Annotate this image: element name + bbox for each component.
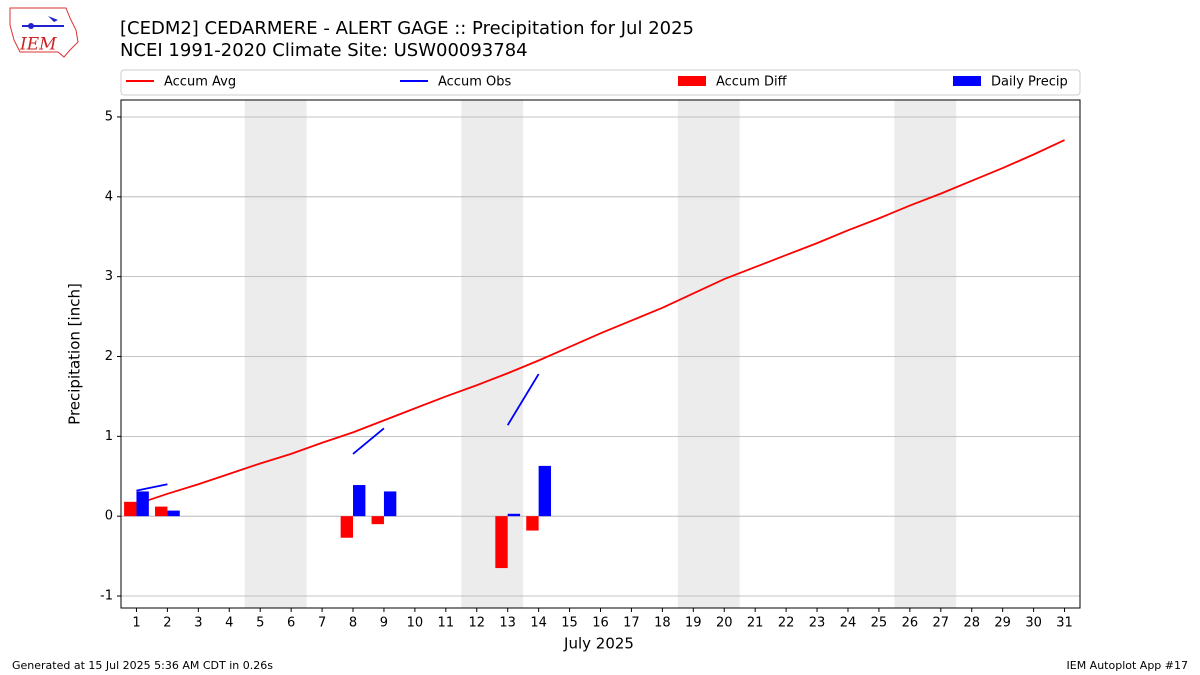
weekend-shade (244, 100, 307, 608)
legend-label: Accum Diff (716, 75, 788, 90)
x-tick-label: 4 (225, 616, 233, 631)
x-tick-label: 23 (809, 616, 826, 631)
x-tick-label: 20 (716, 616, 733, 631)
bar (383, 491, 397, 517)
x-tick-label: 24 (840, 616, 857, 631)
legend (120, 69, 1081, 96)
legend-label: Accum Obs (438, 75, 511, 90)
line (136, 139, 1065, 506)
bar (353, 485, 366, 517)
legend-label: Accum Avg (164, 75, 236, 90)
x-tick-label: 26 (902, 616, 919, 631)
x-tick-label: 9 (380, 616, 388, 631)
x-tick-label: 19 (685, 616, 702, 631)
logo-icon (28, 23, 34, 29)
weekend-shade (677, 100, 740, 608)
bar (340, 516, 354, 538)
x-tick-label: 16 (592, 616, 609, 631)
footer-left: Generated at 15 Jul 2025 5:36 AM CDT in … (12, 659, 273, 672)
y-tick-label: -1 (100, 589, 113, 604)
chart-subtitle: NCEI 1991-2020 Climate Site: USW00093784 (120, 40, 528, 61)
x-tick-label: 2 (163, 616, 171, 631)
x-tick-label: 25 (871, 616, 888, 631)
weekend-shade (461, 100, 524, 608)
line (136, 373, 540, 492)
x-tick-label: 27 (933, 616, 950, 631)
bar (136, 491, 149, 517)
bar (538, 465, 552, 517)
y-tick-label: 5 (105, 109, 113, 124)
bar (507, 513, 521, 517)
x-tick-label: 13 (499, 616, 516, 631)
bar (167, 510, 180, 517)
x-tick-label: 18 (654, 616, 671, 631)
x-tick-label: 15 (561, 616, 578, 631)
chart-title: [CEDM2] CEDARMERE - ALERT GAGE :: Precip… (120, 18, 694, 39)
x-tick-label: 21 (747, 616, 764, 631)
x-tick-label: 12 (468, 616, 485, 631)
logo-icon (48, 16, 58, 22)
y-tick-label: 1 (105, 429, 113, 444)
y-tick-label: 2 (105, 349, 113, 364)
bar (495, 516, 508, 569)
legend-label: Daily Precip (991, 75, 1068, 90)
y-axis-label: Precipitation [inch] (66, 283, 84, 425)
x-tick-label: 3 (194, 616, 202, 631)
x-tick-label: 7 (318, 616, 326, 631)
bar (124, 501, 137, 517)
x-tick-label: 8 (349, 616, 357, 631)
x-tick-label: 17 (623, 616, 640, 631)
x-tick-label: 14 (530, 616, 547, 631)
x-tick-label: 31 (1056, 616, 1073, 631)
y-tick-label: 4 (105, 189, 113, 204)
bar (526, 516, 539, 531)
x-tick-label: 1 (132, 616, 140, 631)
x-tick-label: 10 (407, 616, 424, 631)
x-tick-label: 28 (963, 616, 980, 631)
legend-swatch (678, 76, 706, 86)
weekend-shade (894, 100, 957, 608)
y-tick-label: 3 (105, 269, 113, 284)
legend-swatch (953, 76, 981, 86)
y-tick-label: 0 (105, 509, 113, 524)
x-tick-label: 6 (287, 616, 295, 631)
x-tick-label: 22 (778, 616, 795, 631)
x-axis-label: July 2025 (563, 635, 634, 653)
footer-right: IEM Autoplot App #17 (1067, 659, 1189, 672)
x-tick-label: 5 (256, 616, 264, 631)
bar (155, 506, 168, 517)
logo-text: IEM (19, 35, 57, 55)
x-tick-label: 29 (994, 616, 1011, 631)
logo-outline (9, 7, 79, 58)
x-tick-label: 11 (438, 616, 455, 631)
logo: IEM (9, 7, 79, 58)
bar (371, 516, 384, 525)
x-tick-label: 30 (1025, 616, 1042, 631)
